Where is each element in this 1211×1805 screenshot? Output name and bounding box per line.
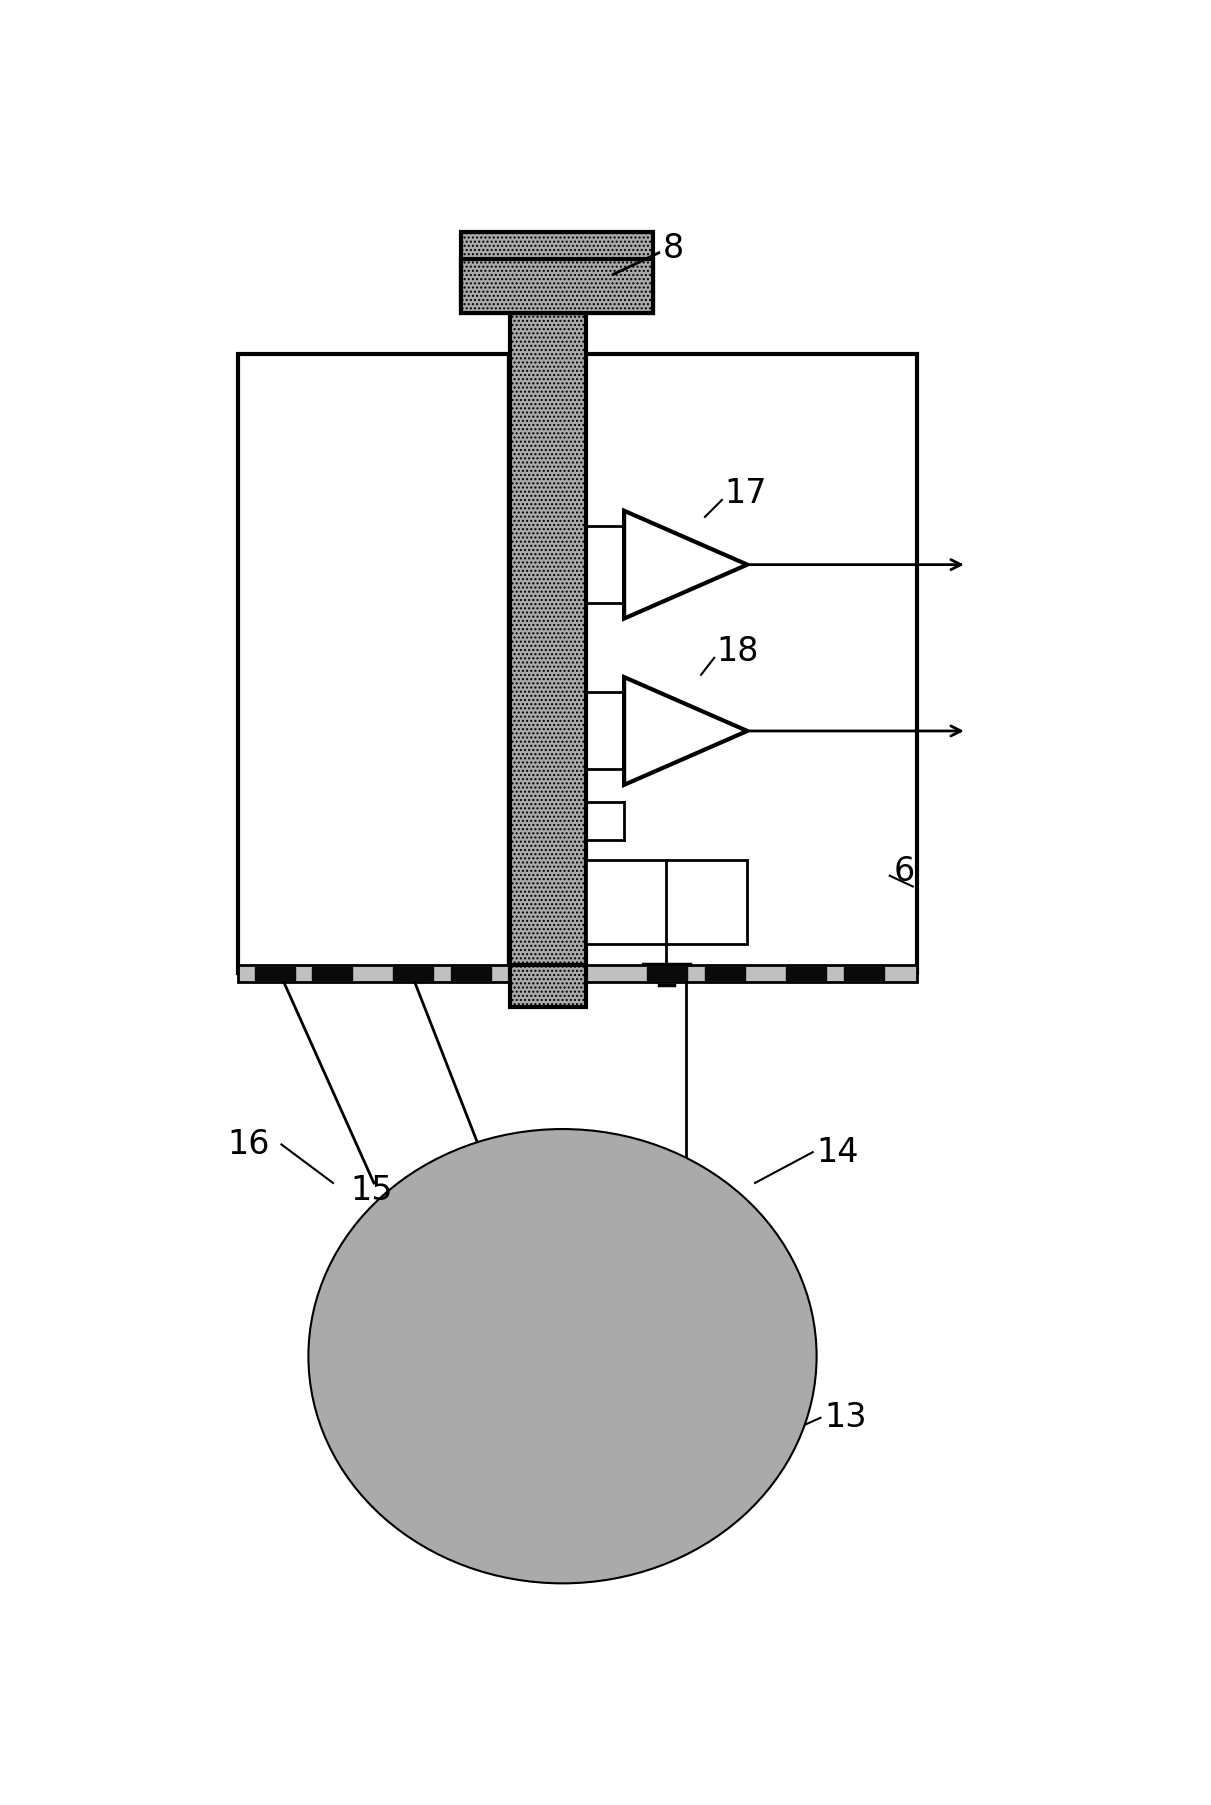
Bar: [450, 967, 490, 980]
Text: 8: 8: [662, 233, 684, 265]
Bar: [844, 967, 884, 980]
Polygon shape: [624, 511, 747, 619]
Text: 6: 6: [894, 854, 914, 888]
Text: 13: 13: [825, 1401, 867, 1435]
Text: 18: 18: [717, 635, 759, 668]
Ellipse shape: [467, 1271, 658, 1442]
Bar: [786, 967, 826, 980]
Bar: [647, 967, 687, 980]
Text: 17: 17: [724, 477, 767, 511]
Bar: [586, 859, 747, 944]
Bar: [461, 233, 654, 312]
Bar: [509, 354, 917, 973]
Bar: [510, 258, 586, 973]
Bar: [237, 966, 917, 982]
Text: 14: 14: [816, 1135, 859, 1168]
Bar: [312, 967, 352, 980]
Bar: [705, 967, 745, 980]
Ellipse shape: [506, 1307, 619, 1406]
Text: 15: 15: [351, 1173, 394, 1208]
Bar: [461, 258, 654, 312]
Ellipse shape: [426, 1235, 699, 1478]
Bar: [510, 966, 586, 1007]
Ellipse shape: [340, 1157, 785, 1554]
Bar: [237, 354, 509, 973]
Bar: [394, 967, 434, 980]
Text: 16: 16: [228, 1128, 270, 1161]
Ellipse shape: [385, 1197, 740, 1514]
Bar: [254, 967, 294, 980]
Ellipse shape: [309, 1130, 816, 1583]
Polygon shape: [624, 677, 747, 785]
